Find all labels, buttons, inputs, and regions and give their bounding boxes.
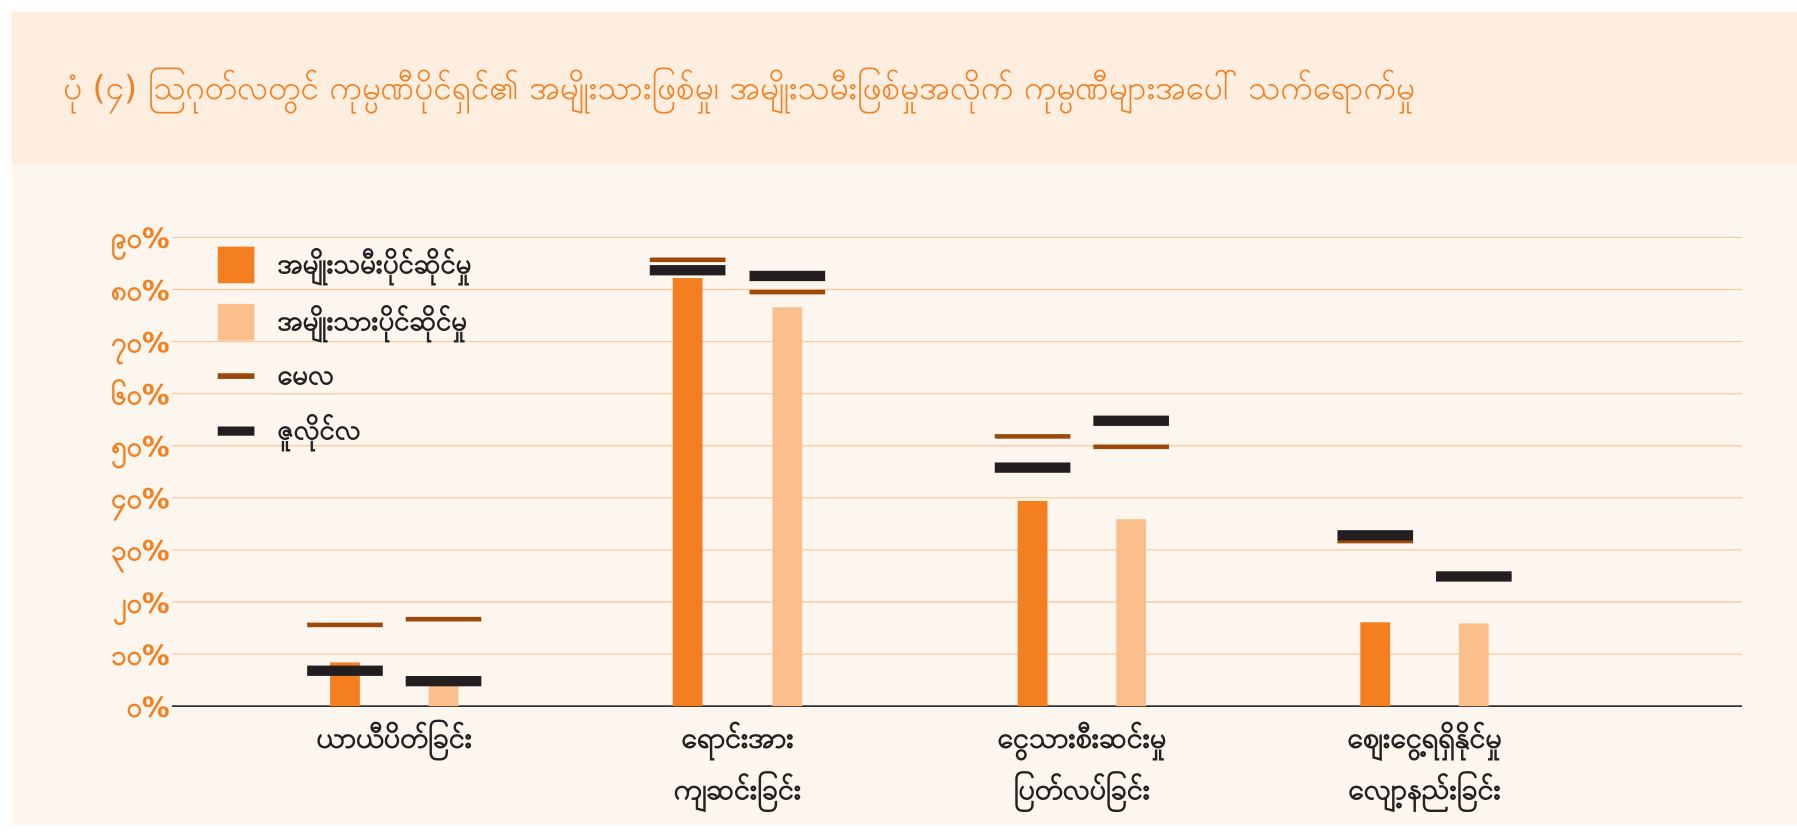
marker <box>649 265 726 276</box>
marker <box>1337 530 1414 541</box>
legend-label: အမျိုးသားပိုင်ဆိုင်မှု <box>277 305 467 343</box>
y-tick-label: ၇၀% <box>111 327 170 365</box>
x-tick-label: ယာယီပိတ်ခြင်း <box>316 719 472 761</box>
chart-title: ပုံ (၄) ဩဂုတ်လတွင် ကုမ္ပဏီပိုင်ရှင်၏ အမျ… <box>63 68 1415 114</box>
y-tick-label: ၃၀% <box>111 535 170 573</box>
marker <box>749 270 826 282</box>
bar <box>1458 623 1489 707</box>
legend-swatch <box>217 426 255 436</box>
marker <box>994 462 1071 473</box>
y-tick-label: ၈၀% <box>111 275 170 307</box>
legend-swatch <box>217 246 255 284</box>
marker <box>1337 538 1414 544</box>
legend-swatch <box>217 303 255 341</box>
marker <box>307 665 383 676</box>
bar <box>772 307 803 707</box>
y-tick-label: ၉၀% <box>111 223 170 261</box>
bar <box>672 278 703 707</box>
x-tick-label: ပြတ်လပ်ခြင်း <box>1014 771 1150 813</box>
bar <box>1360 622 1391 707</box>
plot-background <box>11 164 1797 826</box>
marker <box>307 622 383 628</box>
y-tick-label: ၂၀% <box>113 587 170 625</box>
marker <box>1435 571 1512 582</box>
bar <box>1017 500 1048 707</box>
x-tick-label: ကျဆင်းခြင်း <box>674 771 802 813</box>
y-tick-label: ၀% <box>127 691 170 723</box>
legend-label: အမျိုးသမီးပိုင်ဆိုင်မှု <box>277 248 471 286</box>
marker <box>1093 415 1169 426</box>
marker <box>405 676 482 687</box>
x-tick-label: လျော့နည်းခြင်း <box>1348 771 1501 813</box>
bar <box>428 683 459 707</box>
y-tick-label: ၄၀% <box>111 483 170 521</box>
legend-label: ဇူလိုင်လ <box>277 414 360 452</box>
marker <box>1093 444 1169 450</box>
bar <box>1116 519 1147 707</box>
marker <box>649 257 726 263</box>
y-tick-label: ၆၀% <box>111 379 170 411</box>
marker <box>405 616 482 622</box>
marker <box>994 434 1071 439</box>
y-tick-label: ၅၀% <box>111 431 170 469</box>
legend-swatch <box>217 373 255 379</box>
y-tick-label: ၁၀% <box>111 639 170 671</box>
marker <box>749 289 826 295</box>
legend-label: မေလ <box>277 359 333 391</box>
header-band <box>11 11 1797 165</box>
